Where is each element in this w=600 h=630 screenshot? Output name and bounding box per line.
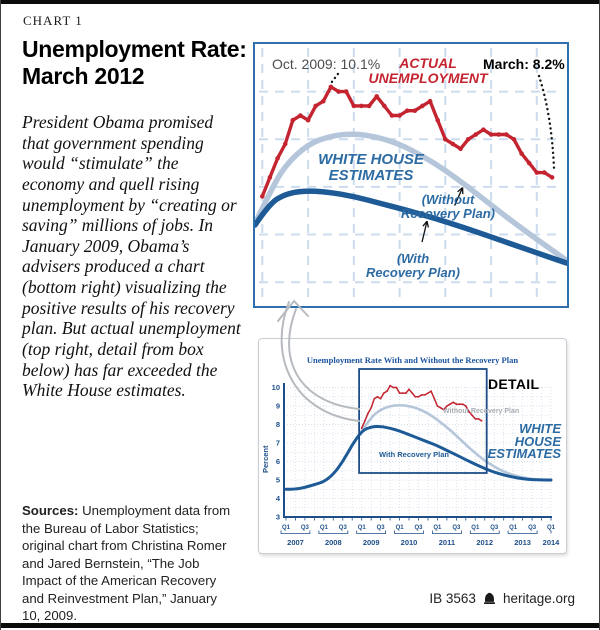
svg-text:8: 8 — [276, 420, 280, 429]
bottom-rule — [1, 623, 599, 628]
original-chart-title: Unemployment Rate With and Without the R… — [306, 355, 519, 365]
svg-text:7: 7 — [276, 439, 280, 448]
svg-text:Q1: Q1 — [471, 525, 480, 531]
svg-text:Q3: Q3 — [452, 525, 461, 531]
original-chart-panel: 10 9 8 7 6 5 4 3 Q1 Q3 2007 Q1 Q3 2008 Q1 Q3 2009 Q1 Q3 201… — [258, 338, 567, 554]
svg-text:3: 3 — [276, 513, 280, 522]
y-axis-title: Percent — [261, 445, 270, 473]
sources-text: Unemployment data from the Bureau of Lab… — [22, 503, 231, 624]
with-recovery-plan-label: (With Recovery Plan) — [366, 251, 460, 281]
top-detail-chart: Oct. 2009: 10.1% ACTUAL UNEMPLOYMENT Mar… — [252, 42, 570, 308]
white-house-estimates-label: WHITE HOUSE ESTIMATES — [318, 151, 424, 185]
svg-text:Q1: Q1 — [358, 525, 367, 531]
svg-text:Q1: Q1 — [282, 525, 291, 531]
svg-text:Q1: Q1 — [509, 525, 518, 531]
heritage-bell-icon — [483, 592, 495, 604]
chart-kicker: CHART 1 — [23, 13, 83, 28]
top-detail-chart-canvas — [252, 48, 570, 302]
peak-annotation: Oct. 2009: 10.1% — [272, 56, 381, 72]
without-recovery-plan-label: (Without Recovery Plan) — [401, 192, 495, 222]
page-title: Unemployment Rate: March 2012 — [22, 36, 247, 90]
svg-text:2009: 2009 — [363, 538, 380, 547]
svg-text:Q3: Q3 — [528, 525, 537, 531]
white-house-estimates-big-label: WHITE HOUSE ESTIMATES — [487, 421, 561, 461]
without-recovery-plan-small-label: Without Recovery Plan — [443, 408, 520, 415]
svg-text:9: 9 — [276, 402, 280, 411]
intro-paragraph: President Obama promised that government… — [22, 112, 241, 401]
heritage-link[interactable]: heritage.org — [502, 591, 575, 606]
svg-text:2014: 2014 — [543, 538, 561, 547]
detail-label: DETAIL — [488, 376, 540, 392]
sources-label: Sources: — [22, 503, 79, 518]
svg-text:2007: 2007 — [287, 538, 304, 547]
svg-text:2008: 2008 — [325, 538, 342, 547]
actual-unemployment-label: ACTUAL UNEMPLOYMENT — [368, 55, 488, 87]
svg-text:10: 10 — [272, 383, 280, 392]
with-recovery-plan-small-label: With Recovery Plan — [379, 450, 449, 459]
svg-text:Q1: Q1 — [547, 525, 556, 531]
svg-text:2010: 2010 — [401, 538, 418, 547]
report-id: IB 3563 — [429, 591, 476, 606]
svg-text:2011: 2011 — [439, 538, 455, 547]
svg-text:Q1: Q1 — [433, 525, 442, 531]
svg-text:2013: 2013 — [514, 538, 531, 547]
svg-text:Q1: Q1 — [396, 525, 405, 531]
svg-text:Q3: Q3 — [490, 525, 499, 531]
svg-text:6: 6 — [276, 457, 280, 466]
svg-text:5: 5 — [276, 476, 280, 485]
svg-text:Q3: Q3 — [301, 525, 310, 531]
svg-text:Q3: Q3 — [377, 525, 386, 531]
footer: IB 3563 heritage.org — [429, 591, 575, 606]
svg-text:2012: 2012 — [476, 538, 493, 547]
march-annotation: March: 8.2% — [483, 56, 565, 72]
sources-note: Sources: Unemployment data from the Bure… — [22, 502, 232, 625]
top-rule — [1, 0, 599, 4]
svg-text:4: 4 — [276, 494, 281, 503]
svg-text:Q3: Q3 — [339, 525, 348, 531]
svg-text:Q3: Q3 — [414, 525, 423, 531]
svg-text:Q1: Q1 — [320, 525, 329, 531]
